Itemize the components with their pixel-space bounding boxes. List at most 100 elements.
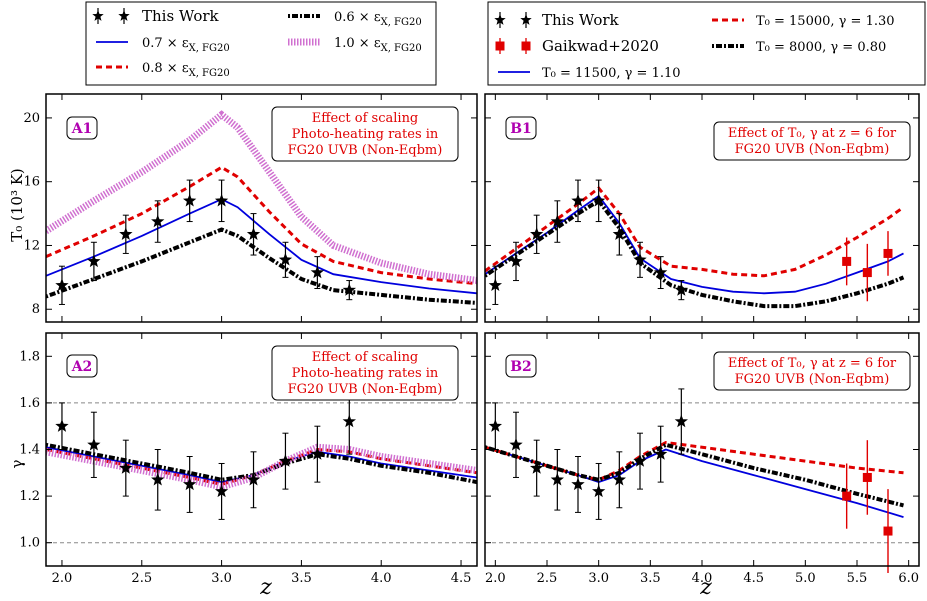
- annotation-text: Effect of T₀, γ at z = 6 for: [728, 356, 897, 371]
- data-point-this-work: [246, 227, 261, 240]
- panel-label: A1: [71, 121, 93, 137]
- annotation-text: FG20 UVB (Non-Eqbm): [735, 142, 890, 157]
- legend-left-frame: [85, 1, 437, 86]
- data-point-this-work: [119, 227, 133, 240]
- data-point-this-work: [530, 227, 544, 240]
- annotation-text: Effect of scaling: [312, 111, 419, 126]
- legend-square-marker: [495, 41, 505, 51]
- data-point-this-work: [654, 265, 668, 279]
- x-tick-label: 3.0: [588, 571, 609, 586]
- data-point-this-work: [183, 193, 197, 207]
- annotation-text: FG20 UVB (Non-Eqbm): [288, 143, 443, 158]
- data-point-this-work: [214, 193, 229, 207]
- data-point-this-work: [151, 472, 165, 486]
- data-point-gaikwad: [883, 248, 893, 258]
- data-point-gaikwad: [842, 256, 852, 266]
- data-point-this-work: [488, 419, 502, 432]
- series-line: [485, 194, 904, 295]
- legend-label: This Work: [542, 11, 620, 29]
- data-point-this-work: [592, 193, 606, 207]
- y-tick-label: 1.4: [19, 443, 40, 458]
- annotation-box: [713, 351, 911, 391]
- series-line: [485, 198, 905, 309]
- series-line: [46, 165, 477, 286]
- panel-b2: 2.0 2.5 3.0 3.5 4.0 4.5 5.0 5.5 6.0 B2 Effect of T…: [484, 332, 920, 586]
- x-tick-label: 4.0: [371, 571, 392, 586]
- data-point-this-work: [151, 214, 165, 228]
- y-tick-label: 8: [32, 302, 40, 317]
- panel-label: A2: [71, 359, 93, 375]
- data-point-this-work: [509, 254, 523, 268]
- legend-label-subscript: X, FG20: [189, 43, 230, 54]
- data-point-this-work: [278, 252, 293, 266]
- y-tick-label: 1.6: [19, 396, 40, 411]
- series-group: [46, 442, 477, 491]
- y-label-bottom: γ: [8, 459, 26, 468]
- x-tick-label: 2.0: [485, 571, 506, 586]
- x-tick-label: 4.5: [451, 571, 472, 586]
- y-tick-label: 20: [23, 111, 40, 126]
- data-point-this-work: [488, 278, 502, 291]
- x-label-right: z: [699, 575, 712, 600]
- y-label-top: T₀ (10³ K): [8, 168, 26, 242]
- data-point-this-work: [183, 477, 197, 491]
- panel-label-box: [505, 354, 537, 378]
- data-point-gaikwad: [862, 268, 872, 278]
- series-line: [485, 442, 904, 508]
- data-point-this-work: [633, 454, 647, 467]
- legend-star-marker: [520, 14, 532, 25]
- annotation-text: Photo-heating rates in: [292, 127, 439, 142]
- data-point-this-work: [530, 461, 544, 474]
- data-point-this-work: [674, 283, 688, 296]
- legend-label-subscript: X, FG20: [189, 68, 230, 79]
- panel-label: B2: [510, 359, 532, 375]
- legend-label-subscript: X, FG20: [381, 17, 422, 28]
- x-tick-label: 5.0: [795, 571, 816, 586]
- x-tick-label: 2.0: [52, 571, 73, 586]
- series-line: [46, 227, 477, 305]
- data-point-this-work: [119, 461, 133, 474]
- legend-right: This Work Gaikwad+2020 T₀ = 11500, γ = 1.1…: [487, 1, 926, 86]
- data-point-this-work: [342, 283, 356, 296]
- data-point-this-work: [592, 484, 606, 498]
- data-point-this-work: [87, 437, 101, 451]
- panel-label-box: [505, 116, 537, 140]
- panel-label: B1: [510, 121, 532, 137]
- annotation-box: [713, 121, 911, 161]
- x-tick-label: 4.5: [743, 571, 764, 586]
- data-point-this-work: [612, 227, 626, 240]
- data-point-this-work: [550, 472, 564, 486]
- data-point-gaikwad: [883, 526, 893, 536]
- legend-label: T₀ = 8000, γ = 0.80: [756, 40, 886, 55]
- x-tick-label: 2.5: [131, 571, 152, 586]
- annotation-box: [271, 106, 459, 162]
- y-tick-label: 1.2: [19, 489, 40, 504]
- data-point-this-work: [246, 472, 261, 486]
- y-tick-label: 12: [23, 238, 40, 253]
- series-line: [46, 443, 477, 491]
- data-point-this-work: [87, 254, 101, 268]
- legend-square-marker: [521, 41, 531, 51]
- data-point-this-work: [509, 437, 523, 451]
- series-line: [46, 442, 477, 485]
- series-group: [485, 186, 905, 309]
- legend-label: T₀ = 15000, γ = 1.30: [756, 14, 895, 29]
- x-tick-label: 3.0: [211, 571, 232, 586]
- panel-label-box: [66, 354, 98, 378]
- data-point-gaikwad: [842, 491, 852, 501]
- x-tick-label: 5.5: [847, 571, 868, 586]
- data-point-this-work: [55, 419, 69, 432]
- series-line: [485, 440, 904, 482]
- legend-right-frame: [487, 1, 926, 86]
- plot-frame: [45, 93, 478, 323]
- series-line: [485, 186, 905, 278]
- data-point-this-work: [342, 414, 356, 428]
- x-tick-label: 3.5: [640, 571, 661, 586]
- data-point-this-work: [612, 472, 626, 486]
- series-group: [485, 440, 904, 518]
- y-tick-label: 16: [23, 175, 40, 190]
- annotation-box: [271, 345, 459, 401]
- series-line: [46, 198, 477, 295]
